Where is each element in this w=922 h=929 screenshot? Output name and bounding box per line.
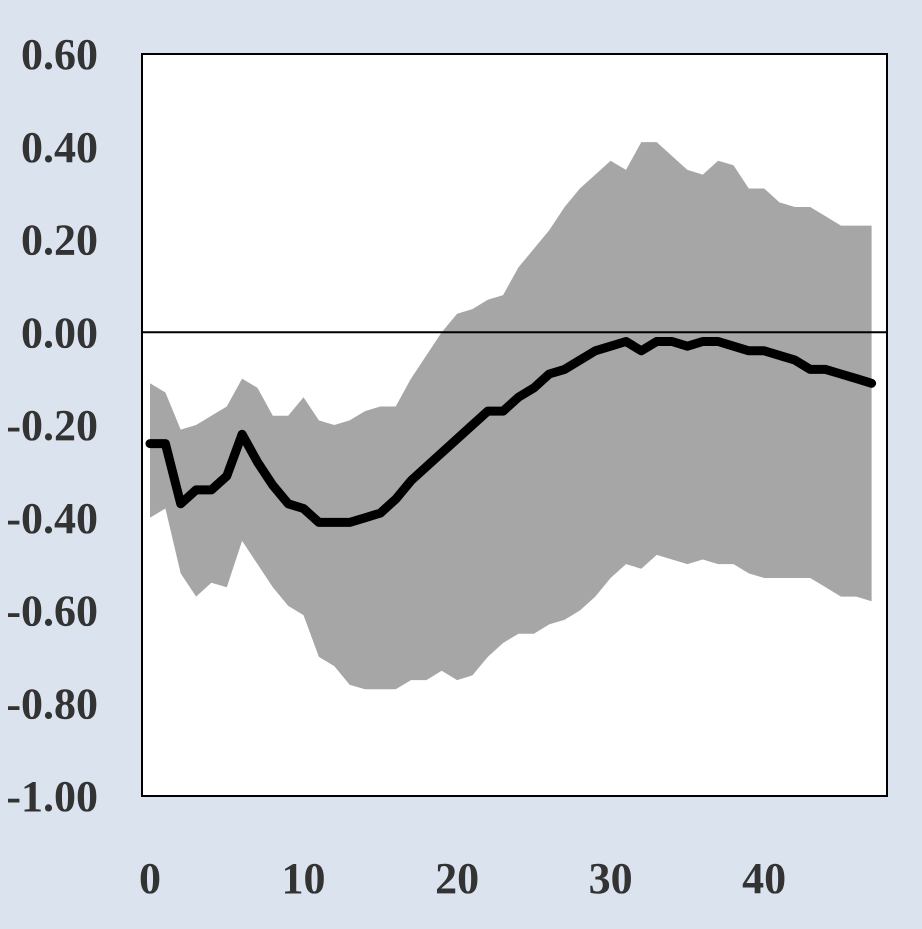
x-axis-tick-labels: 0 10 20 30 40 (139, 854, 786, 903)
y-tick-label: -0.60 (6, 587, 98, 636)
point-estimate-line (145, 337, 877, 527)
y-tick-label: -0.40 (6, 494, 98, 543)
plot-frame (141, 53, 888, 797)
x-tick-label: 0 (139, 854, 161, 903)
y-tick-label: -0.80 (6, 679, 98, 728)
y-tick-label: -0.20 (6, 401, 98, 450)
y-tick-label: 0.00 (21, 308, 98, 357)
y-tick-label: 0.40 (21, 123, 98, 172)
x-tick-label: 30 (589, 854, 633, 903)
confidence-band (150, 142, 872, 690)
x-tick-label: 20 (435, 854, 479, 903)
y-axis-tick-labels: 0.60 0.40 0.20 0.00 -0.20 -0.40 -0.60 -0.80 -1.0… (6, 30, 98, 821)
y-tick-label: 0.20 (21, 216, 98, 265)
x-tick-label: 40 (742, 854, 786, 903)
x-tick-label: 10 (282, 854, 326, 903)
y-tick-label: 0.60 (21, 30, 98, 79)
y-tick-label: -1.00 (6, 772, 98, 821)
